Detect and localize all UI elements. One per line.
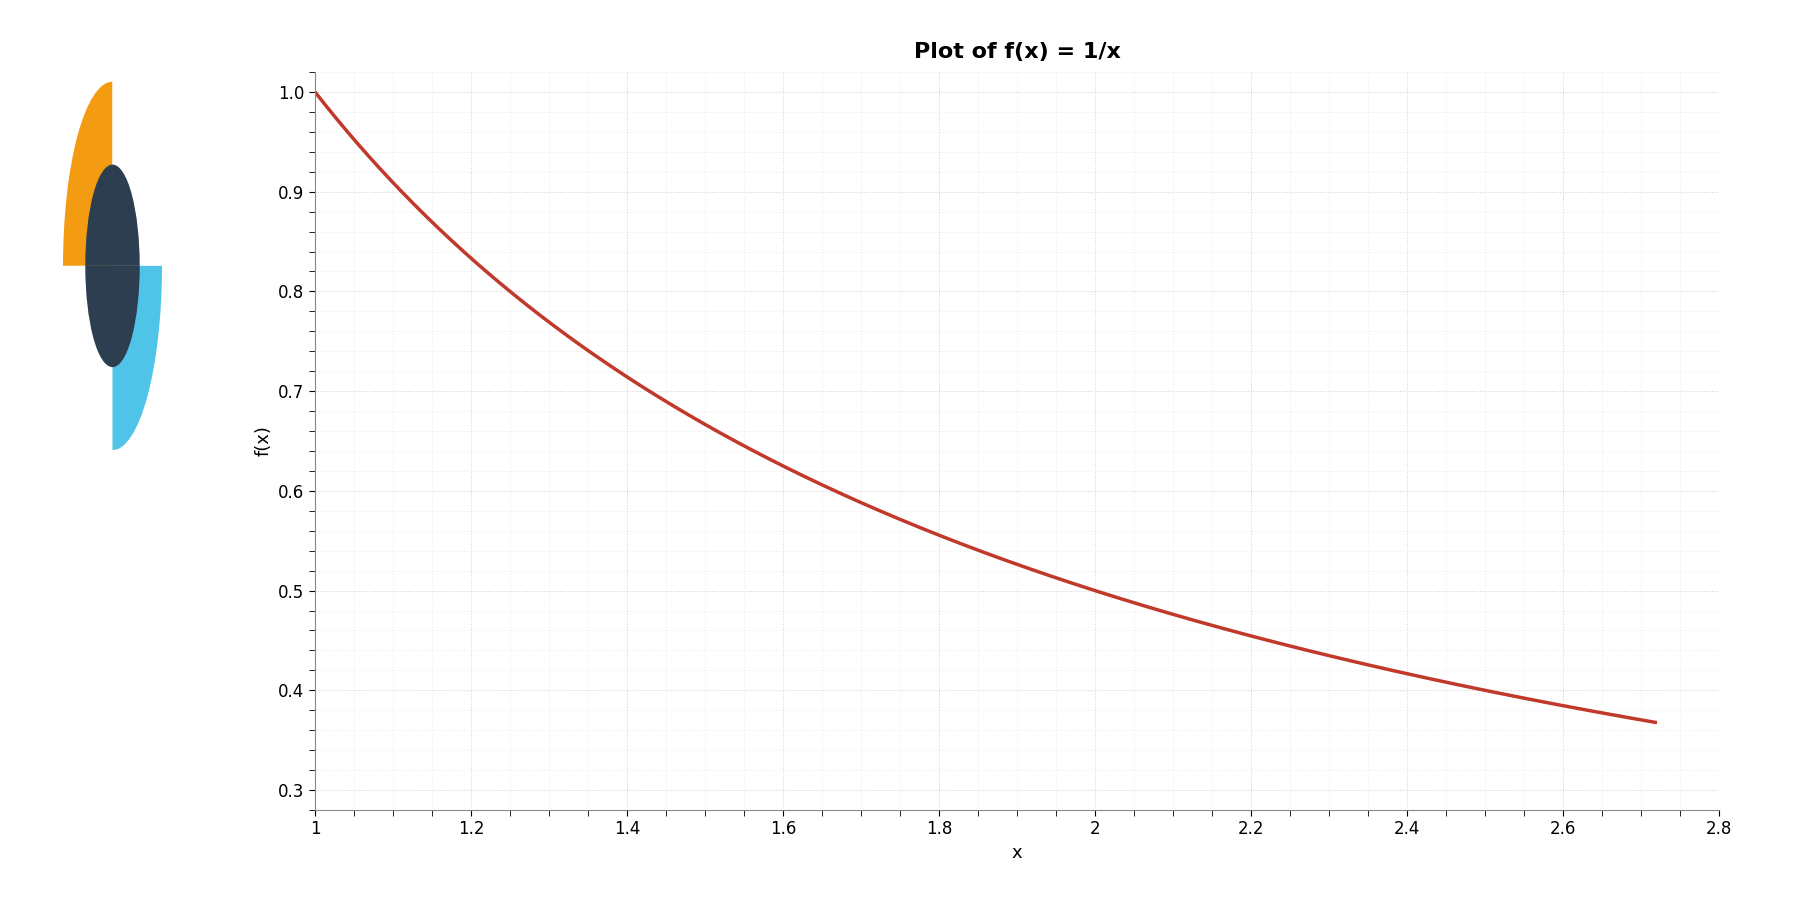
Text: STORY OF MATHEMATICS: STORY OF MATHEMATICS [65, 613, 160, 622]
Text: SOM: SOM [77, 503, 148, 531]
Y-axis label: f(x): f(x) [254, 426, 272, 456]
Wedge shape [85, 165, 140, 266]
Wedge shape [112, 266, 162, 450]
Wedge shape [63, 82, 112, 266]
Wedge shape [112, 82, 162, 266]
Title: Plot of f(x) = 1/x: Plot of f(x) = 1/x [914, 42, 1120, 62]
Wedge shape [85, 266, 140, 367]
X-axis label: x: x [1012, 844, 1022, 862]
Wedge shape [63, 266, 112, 450]
